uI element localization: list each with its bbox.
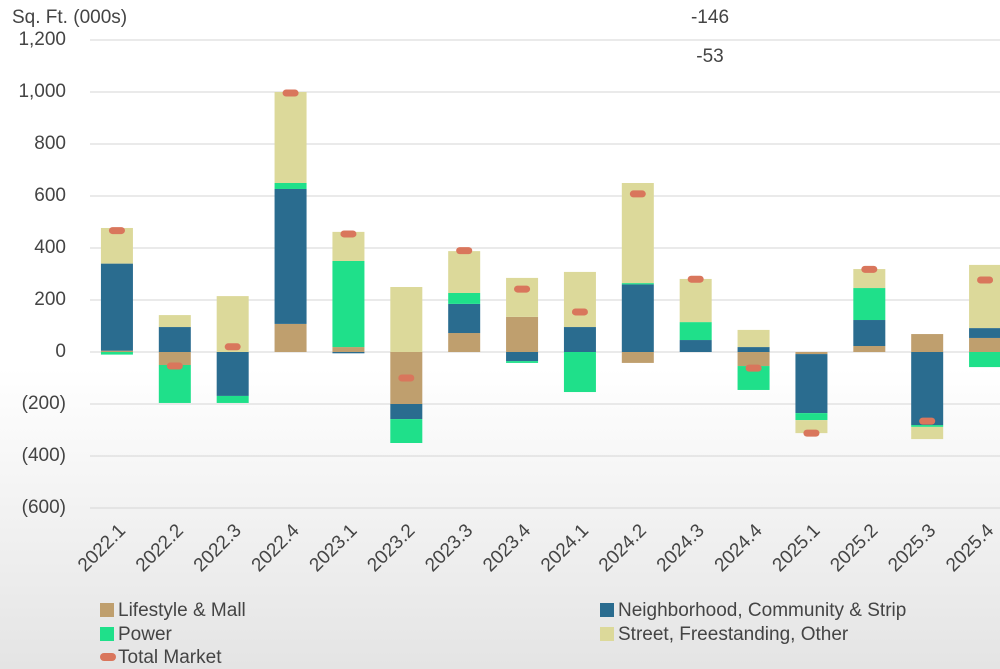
total-marker (919, 417, 936, 425)
bar-segment (274, 92, 307, 183)
bar-segment (621, 183, 654, 284)
legend-label: Neighborhood, Community & Strip (618, 600, 906, 621)
bar-segment (506, 277, 539, 317)
total-marker (224, 343, 241, 351)
y-axis-label: Sq. Ft. (000s) (12, 7, 127, 28)
annotation: -53 (696, 46, 723, 67)
bar-segment (158, 327, 191, 352)
bar-segment (853, 320, 886, 347)
bar-segment (911, 334, 944, 352)
bar-segment (158, 352, 191, 365)
total-marker (514, 285, 531, 293)
total-marker (861, 265, 878, 273)
bar-segment (911, 352, 944, 426)
bar-segment (158, 365, 191, 403)
legend-swatch (100, 627, 114, 641)
legend-label: Total Market (118, 647, 222, 668)
bar-segment (969, 328, 1000, 338)
total-marker (745, 364, 762, 372)
legend-label: Power (118, 624, 173, 645)
total-marker (340, 230, 357, 238)
y-tick-label: 200 (34, 289, 66, 310)
bar-segment (679, 278, 712, 323)
total-marker (977, 276, 994, 284)
y-tick-label: 600 (34, 185, 66, 206)
bar-segment (621, 283, 654, 285)
bar-segment (737, 329, 770, 348)
bar-segment (158, 315, 191, 328)
bar-segment (506, 361, 539, 363)
total-marker (108, 227, 125, 235)
bar-segment (795, 354, 828, 414)
annotation: -146 (691, 7, 729, 28)
legend-swatch (100, 653, 116, 661)
bar-segment (390, 419, 423, 443)
y-tick-label: 800 (34, 133, 66, 154)
bar-segment (216, 352, 249, 396)
bar-segment (853, 269, 886, 289)
bar-segment (911, 425, 944, 427)
bar-segment (216, 296, 249, 352)
bar-segment (506, 352, 539, 362)
total-marker (571, 308, 588, 316)
legend-swatch (100, 603, 114, 617)
bar-segment (795, 413, 828, 421)
bar-segment (621, 284, 654, 352)
total-marker (398, 374, 415, 382)
bar-segment (332, 352, 365, 354)
bar-segment (911, 426, 944, 440)
total-marker (456, 247, 473, 255)
bar-segment (274, 188, 307, 324)
bar-segment (506, 316, 539, 352)
bar-segment (216, 395, 249, 403)
bar-segment (969, 352, 1000, 368)
bar-segment (737, 352, 770, 367)
y-tick-label: 400 (34, 237, 66, 258)
bar-segment (448, 303, 481, 334)
total-marker (629, 190, 646, 198)
legend-label: Street, Freestanding, Other (618, 624, 849, 645)
y-tick-label: 1,200 (18, 29, 66, 50)
bar-segment (448, 251, 481, 293)
bar-segment (448, 292, 481, 304)
bar-segment (563, 271, 596, 328)
y-tick-label: (200) (22, 393, 66, 414)
bar-segment (679, 322, 712, 341)
legend-swatch (600, 627, 614, 641)
y-tick-label: (600) (22, 497, 66, 518)
bar-segment (390, 287, 423, 352)
bar-segment (969, 264, 1000, 329)
bar-segment (795, 420, 828, 434)
bar-segment (390, 404, 423, 420)
bar-segment (563, 352, 596, 393)
bar-segment (853, 288, 886, 321)
legend-swatch (600, 603, 614, 617)
bar-segment (332, 347, 365, 352)
bar-segment (448, 333, 481, 352)
bar-segment (969, 337, 1000, 352)
bar-segment (679, 340, 712, 352)
bar-segment (100, 350, 133, 352)
bar-segment (100, 263, 133, 351)
bar-segment (853, 346, 886, 352)
total-marker (166, 362, 183, 370)
total-marker (282, 89, 299, 97)
bar-segment (737, 366, 770, 390)
bar-segment (274, 183, 307, 189)
bar-segment (100, 352, 133, 355)
total-marker (803, 429, 820, 437)
bar-segment (274, 323, 307, 352)
y-tick-label: (400) (22, 445, 66, 466)
y-tick-label: 0 (55, 341, 66, 362)
bar-segment (737, 347, 770, 352)
bar-segment (795, 352, 828, 355)
y-tick-label: 1,000 (18, 81, 66, 102)
total-marker (687, 275, 704, 283)
bar-segment (621, 352, 654, 363)
legend-label: Lifestyle & Mall (118, 600, 246, 621)
bar-segment (563, 327, 596, 352)
bar-segment (332, 261, 365, 348)
